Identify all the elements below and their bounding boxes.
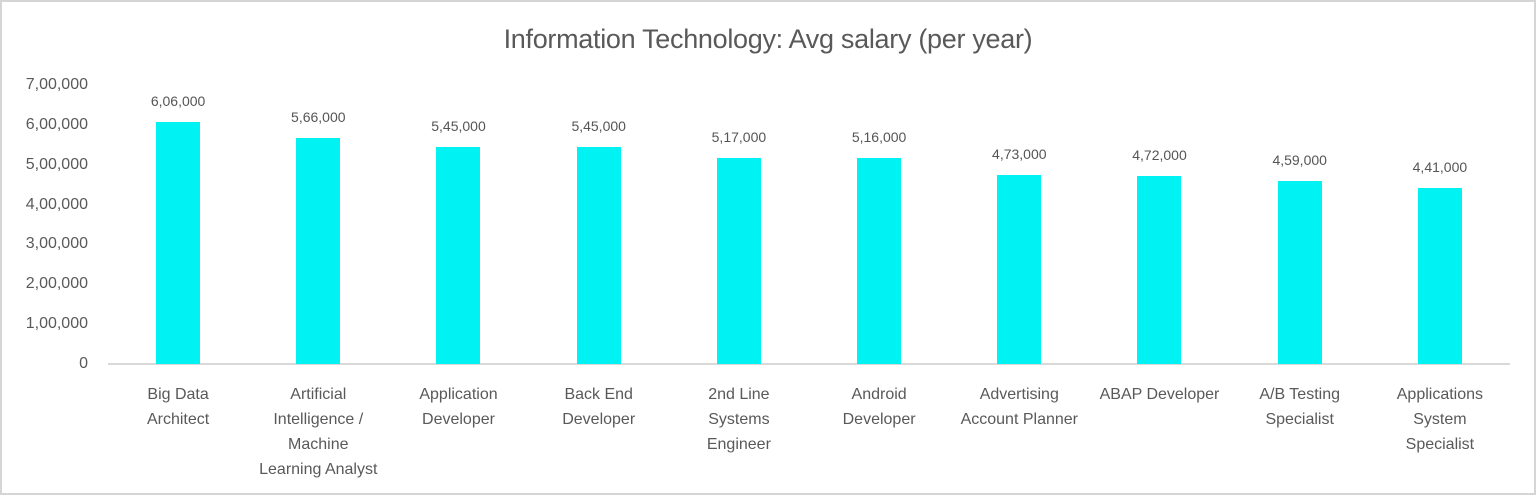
salary-bar bbox=[156, 122, 201, 364]
salary-bar bbox=[857, 158, 902, 364]
salary-bar bbox=[997, 175, 1042, 364]
data-value-label: 5,17,000 bbox=[711, 128, 767, 145]
x-axis-category-label: Big Data Architect bbox=[146, 386, 210, 428]
bar-slot: 5,45,000 Back End Developer bbox=[529, 0, 669, 495]
bar-slot: 5,16,000 Android Developer bbox=[809, 0, 949, 495]
bar-slot: 5,66,000 Artificial Intelligence / Machi… bbox=[248, 0, 388, 495]
x-axis-category-label: ABAP Developer bbox=[1099, 386, 1220, 403]
x-axis-line bbox=[108, 363, 1510, 365]
x-axis-category-label: Application Developer bbox=[419, 386, 498, 428]
bar-slot: 4,59,000 A/B Testing Specialist bbox=[1230, 0, 1370, 495]
x-axis-category-label: 2nd Line Systems Engineer bbox=[706, 386, 771, 453]
x-axis-category-label: Applications System Specialist bbox=[1396, 386, 1484, 453]
salary-bar bbox=[1137, 175, 1182, 364]
data-value-label: 6,06,000 bbox=[150, 93, 206, 110]
salary-bar bbox=[1417, 188, 1462, 364]
y-axis-tick-label: 6,00,000 bbox=[25, 115, 88, 133]
y-axis-tick-label: 4,00,000 bbox=[25, 195, 88, 213]
data-value-label: 5,45,000 bbox=[571, 117, 626, 134]
salary-bar bbox=[1277, 181, 1322, 364]
y-axis-tick-label: 7,00,000 bbox=[25, 76, 88, 93]
x-axis-category-label: Back End Developer bbox=[562, 386, 636, 428]
bar-slot: 6,06,000 Big Data Architect bbox=[108, 0, 248, 495]
x-axis-category-label: Android Developer bbox=[842, 386, 916, 428]
data-value-label: 5,66,000 bbox=[291, 109, 346, 126]
salary-bar bbox=[716, 157, 761, 364]
y-axis-tick-label: 2,00,000 bbox=[25, 275, 88, 293]
y-axis-tick-label: 3,00,000 bbox=[25, 235, 88, 253]
bar-slot: 5,17,000 2nd Line Systems Engineer bbox=[669, 0, 809, 495]
data-value-label: 4,72,000 bbox=[1132, 146, 1187, 163]
data-value-label: 4,41,000 bbox=[1412, 159, 1468, 176]
salary-bar bbox=[296, 138, 341, 364]
bar-slot: 4,73,000 Advertising Account Planner bbox=[949, 0, 1089, 495]
x-axis-category-label: Artificial Intelligence / Machine Learni… bbox=[259, 386, 378, 478]
y-axis-tick-label: 1,00,000 bbox=[25, 315, 88, 333]
salary-bar bbox=[576, 146, 621, 364]
x-axis-category-label: A/B Testing Specialist bbox=[1259, 386, 1340, 428]
y-axis-tick-label: 5,00,000 bbox=[25, 155, 88, 173]
data-value-label: 5,45,000 bbox=[431, 117, 486, 134]
data-value-label: 5,16,000 bbox=[851, 129, 907, 146]
y-axis-tick-label: 0 bbox=[79, 355, 88, 372]
bar-slot: 4,72,000 ABAP Developer bbox=[1089, 0, 1229, 495]
salary-bar bbox=[436, 146, 481, 364]
x-axis-category-label: Advertising Account Planner bbox=[960, 386, 1078, 428]
data-value-label: 4,59,000 bbox=[1272, 152, 1327, 169]
chart-title: Information Technology: Avg salary (per … bbox=[503, 24, 1033, 54]
bar-slot: 4,41,000 Applications System Specialist bbox=[1370, 0, 1510, 495]
bar-slot: 5,45,000 Application Developer bbox=[388, 0, 528, 495]
data-value-label: 4,73,000 bbox=[992, 146, 1047, 163]
